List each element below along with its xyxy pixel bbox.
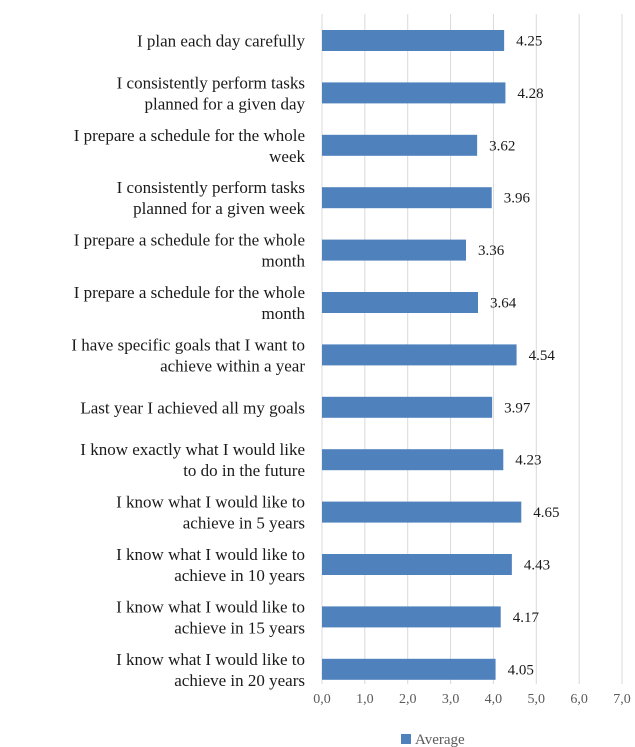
bar [322,240,466,261]
bar-value-label: 3.62 [489,138,515,154]
x-tick-label: 0,0 [313,692,331,707]
category-label: to do in the future [183,461,305,480]
bar [322,659,496,680]
category-label: achieve in 20 years [174,671,305,690]
bar-value-label: 4.54 [529,348,556,364]
category-label: I know what I would like to [116,545,305,564]
x-axis-tick-labels: 0,0 1,0 2,0 3,0 4,0 5,0 6,0 7,0 [313,692,631,707]
bar [322,30,504,51]
legend-swatch [401,734,411,744]
bar-value-label: 4.25 [516,34,542,50]
category-label: I know what I would like to [116,597,305,616]
x-tick-label: 7,0 [613,692,631,707]
bar [322,449,503,470]
bar-value-label: 4.23 [515,453,541,469]
x-tick-label: 1,0 [356,692,374,707]
bar [322,606,501,627]
bar-value-label: 3.96 [504,191,531,207]
category-label: I know exactly what I would like [80,440,305,459]
legend-label: Average [415,732,465,747]
category-label: I plan each day carefully [137,32,306,51]
bar-value-label: 3.97 [504,400,531,416]
category-label: I prepare a schedule for the whole [74,283,305,302]
bars [322,30,521,680]
bar-value-label: 4.28 [517,86,543,102]
category-label: month [262,304,306,323]
category-label: achieve in 15 years [174,618,305,637]
category-label: achieve within a year [160,356,305,375]
bar-value-label: 3.64 [490,296,517,312]
category-label: Last year I achieved all my goals [80,398,305,417]
bar [322,344,517,365]
category-label: month [262,252,306,271]
bar [322,292,478,313]
category-label: planned for a given day [145,94,306,113]
x-tick-label: 6,0 [570,692,588,707]
bar [322,82,505,103]
category-label: I consistently perform tasks [117,178,305,197]
bar-value-label: 4.17 [513,610,540,626]
category-label: I know what I would like to [116,650,305,669]
x-tick-label: 2,0 [399,692,417,707]
category-label: I prepare a schedule for the whole [74,126,305,145]
x-tick-label: 3,0 [442,692,460,707]
category-label: I consistently perform tasks [117,73,305,92]
category-label: planned for a given week [133,199,305,218]
x-tick-label: 5,0 [528,692,546,707]
bar [322,502,521,523]
bar-value-label: 4.05 [508,662,534,678]
category-label: I have specific goals that I want to [71,335,305,354]
bar [322,187,492,208]
bar [322,554,512,575]
category-label: achieve in 10 years [174,566,305,585]
legend: Average [401,732,465,747]
category-label: achieve in 5 years [183,514,305,533]
category-labels: I plan each day carefully I consistently … [71,32,305,690]
bar [322,397,492,418]
category-label: I know what I would like to [116,493,305,512]
bar-value-label: 4.65 [533,505,559,521]
bar-value-label: 4.43 [524,558,550,574]
category-label: I prepare a schedule for the whole [74,231,305,250]
x-tick-label: 4,0 [485,692,503,707]
bar [322,135,477,156]
category-label: week [269,147,305,166]
bar-value-label: 3.36 [478,243,505,259]
